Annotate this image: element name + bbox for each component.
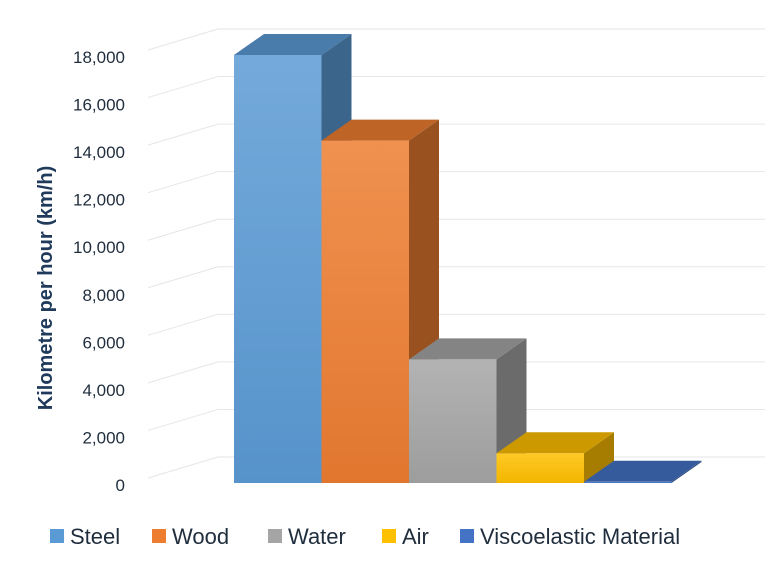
y-tick-label: 6,000	[82, 333, 125, 352]
bar-front	[321, 140, 409, 483]
y-tick-label: 8,000	[82, 286, 125, 305]
bar-front	[584, 481, 672, 483]
bar-side	[584, 432, 614, 483]
bar-wood	[321, 119, 439, 483]
legend-label: Viscoelastic Material	[480, 524, 680, 549]
legend-item: Wood	[152, 524, 229, 549]
legend-item: Water	[268, 524, 346, 549]
y-axis-label: Kilometre per hour (km/h)	[35, 166, 57, 410]
legend-label: Water	[288, 524, 346, 549]
gridline-diagonal	[147, 456, 219, 479]
y-tick-label: 0	[116, 476, 125, 495]
bar-top	[409, 338, 527, 360]
legend-swatch	[152, 529, 166, 543]
y-tick-label: 4,000	[82, 381, 125, 400]
legend-item: Viscoelastic Material	[460, 524, 680, 549]
bar-front	[234, 55, 322, 483]
gridline-diagonal	[147, 266, 219, 289]
gridline-diagonal	[147, 171, 219, 194]
bars	[234, 34, 702, 483]
bar-side	[671, 460, 702, 483]
gridline-diagonal	[147, 218, 219, 241]
legend: Steel Wood Water Air Viscoelastic Material	[50, 524, 680, 549]
gridline-diagonal	[147, 28, 219, 51]
y-axis-ticks: 0 2,000 4,000 6,000 8,000 10,000 12,000 14,000 1…	[73, 48, 125, 495]
bar-air	[496, 432, 614, 483]
legend-label: Wood	[172, 524, 229, 549]
legend-label: Air	[402, 524, 429, 549]
y-tick-label: 14,000	[73, 143, 125, 162]
bar-viscoelastic-material	[584, 460, 702, 483]
gridline-diagonal	[147, 76, 219, 99]
bar-top	[584, 460, 702, 482]
bar-front	[409, 359, 497, 483]
bar-top	[234, 34, 352, 55]
legend-swatch	[268, 529, 282, 543]
y-tick-label: 12,000	[73, 191, 125, 210]
gridline-diagonal	[147, 361, 219, 384]
legend-item: Steel	[50, 524, 120, 549]
gridline-diagonal	[147, 408, 219, 431]
y-tick-label: 16,000	[73, 96, 125, 115]
legend-swatch	[382, 529, 396, 543]
y-tick-label: 10,000	[73, 238, 125, 257]
gridline-diagonal	[147, 313, 219, 336]
y-tick-label: 18,000	[73, 48, 125, 67]
y-tick-label: 2,000	[82, 428, 125, 447]
legend-label: Steel	[70, 524, 120, 549]
bar-top	[496, 432, 614, 454]
legend-swatch	[460, 529, 474, 543]
gridline-diagonal	[147, 123, 219, 146]
legend-swatch	[50, 529, 64, 543]
bar-front	[496, 453, 584, 483]
legend-item: Air	[382, 524, 429, 549]
bar-water	[409, 338, 527, 483]
bar-top	[321, 119, 439, 141]
